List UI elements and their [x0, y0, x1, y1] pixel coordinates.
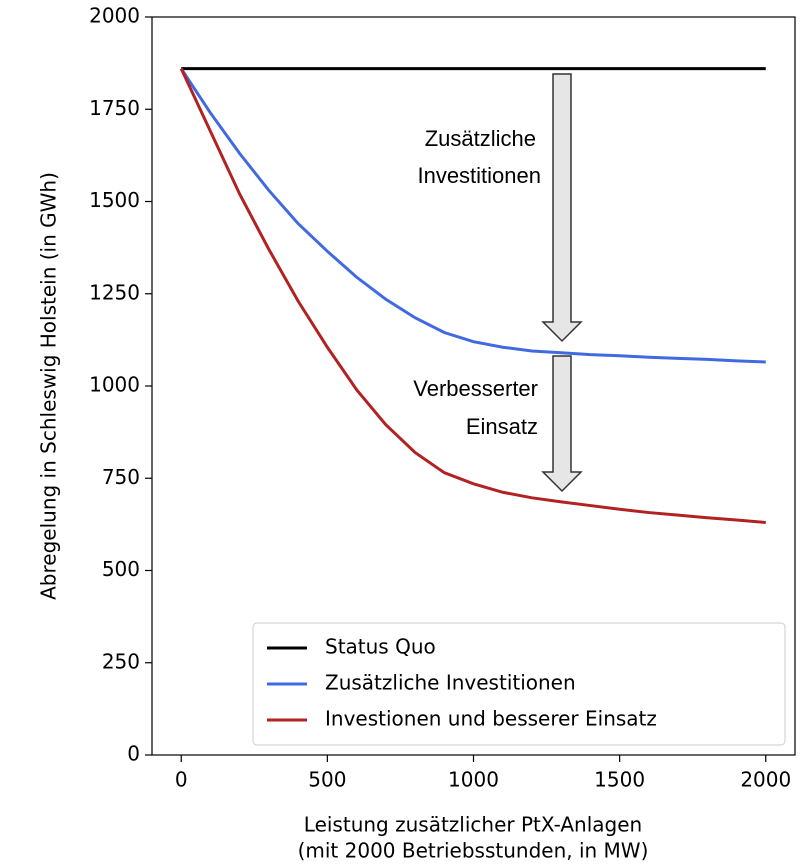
- legend-label: Zusätzliche Investitionen: [325, 671, 576, 695]
- x-tick-label: 2000: [740, 768, 791, 792]
- y-axis-label: Abregelung in Schleswig Holstein (in GWh…: [37, 172, 61, 600]
- legend-label: Investionen und besserer Einsatz: [325, 707, 657, 731]
- annotation: Verbesserter: [413, 376, 538, 401]
- annotation: Investitionen: [417, 163, 541, 188]
- y-tick-label: 1000: [89, 373, 140, 397]
- x-tick-label: 0: [175, 768, 188, 792]
- y-tick-label: 750: [102, 465, 140, 489]
- legend-box: [252, 622, 786, 746]
- y-tick-label: 2000: [89, 4, 140, 28]
- y-tick-label: 1750: [89, 96, 140, 120]
- legend-label: Status Quo: [325, 635, 436, 659]
- annotation: Zusätzliche: [425, 126, 536, 151]
- x-axis-label: Leistung zusätzlicher PtX-Anlagen: [304, 813, 642, 837]
- x-axis-label: (mit 2000 Betriebsstunden, in MW): [298, 839, 649, 863]
- y-tick-label: 1250: [89, 280, 140, 304]
- y-tick-label: 500: [102, 557, 140, 581]
- annotation: Einsatz: [466, 414, 538, 439]
- x-tick-label: 1000: [448, 768, 499, 792]
- y-tick-label: 250: [102, 649, 140, 673]
- x-tick-label: 1500: [594, 768, 645, 792]
- y-tick-label: 0: [127, 742, 140, 766]
- x-tick-label: 500: [308, 768, 346, 792]
- line: [179, 68, 766, 525]
- arrow: [541, 73, 583, 493]
- y-tick-label: 1500: [89, 188, 140, 212]
- line: [179, 67, 766, 364]
